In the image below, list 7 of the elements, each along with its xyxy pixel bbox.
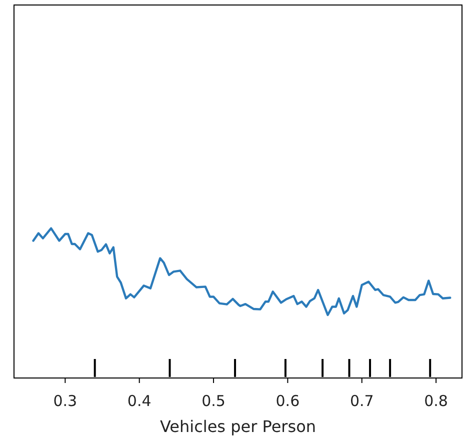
x-axis-title: Vehicles per Person <box>160 417 316 436</box>
x-tick-label: 0.4 <box>127 392 152 410</box>
x-tick-label: 0.8 <box>424 392 448 410</box>
x-tick-label: 0.3 <box>53 392 78 410</box>
x-tick-label: 0.5 <box>202 392 226 410</box>
x-tick-label: 0.7 <box>350 392 374 410</box>
x-tick-label: 0.6 <box>276 392 300 410</box>
